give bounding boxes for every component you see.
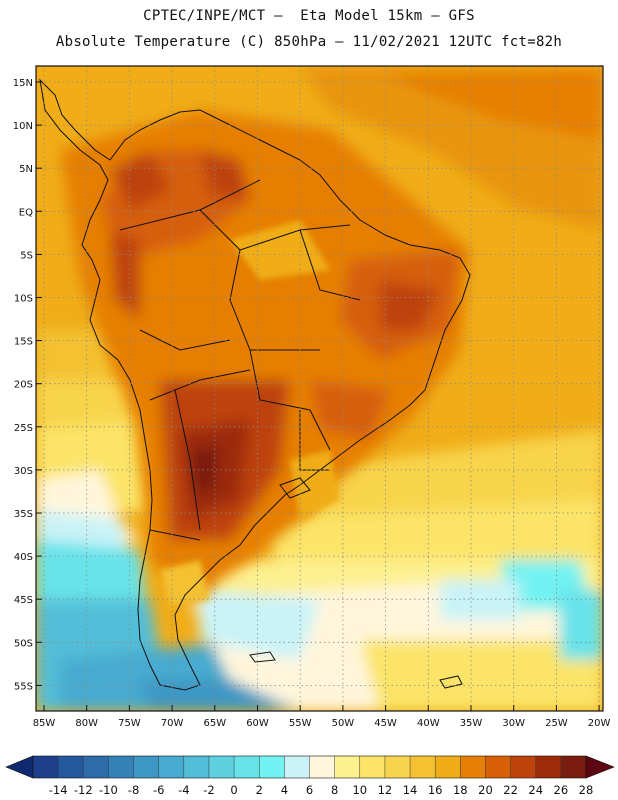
lon-label: 45W xyxy=(374,718,397,729)
colorbar-tick-label: -10 xyxy=(99,783,118,797)
colorbar-tick-label: 6 xyxy=(306,783,313,797)
colorbar-swatch xyxy=(435,756,461,778)
longitude-labels: 85W 80W 75W 70W 65W 60W 55W 50W 45W 40W 35W 30W 25W 2… xyxy=(33,705,611,729)
colorbar-swatch xyxy=(309,756,335,778)
colorbar-swatch xyxy=(384,756,411,778)
lat-lon-grid xyxy=(36,66,603,711)
colorbar-tick-label: 4 xyxy=(281,783,288,797)
lon-label: 20W xyxy=(588,718,611,729)
lat-label: 55S xyxy=(14,681,33,692)
colorbar-tick-label: -8 xyxy=(128,783,139,797)
colorbar-low-arrow xyxy=(5,755,34,779)
lat-label: 50S xyxy=(14,638,33,649)
colorbar-tick-label: -2 xyxy=(203,783,214,797)
lat-label: EQ xyxy=(19,207,33,218)
lon-label: 70W xyxy=(161,718,184,729)
lon-label: 25W xyxy=(545,718,568,729)
map-title-variable: Absolute Temperature (C) 850hPa – 11/02/… xyxy=(55,34,563,50)
lon-label: 35W xyxy=(460,718,483,729)
lat-label: 25S xyxy=(14,423,33,434)
colorbar-swatch xyxy=(359,756,386,778)
lat-label: 20S xyxy=(14,380,33,391)
lat-label: 40S xyxy=(14,552,33,563)
colorbar-tick-label: 10 xyxy=(352,783,367,797)
lat-label: 10S xyxy=(14,294,33,305)
lat-label: 15S xyxy=(14,337,33,348)
colorbar-swatch xyxy=(108,756,134,778)
colorbar-swatch xyxy=(510,756,537,778)
colorbar-tick-label: 14 xyxy=(403,783,418,797)
lon-label: 65W xyxy=(203,718,226,729)
lon-label: 40W xyxy=(417,718,440,729)
colorbar-tick-label: 0 xyxy=(230,783,237,797)
colorbar-swatch xyxy=(83,756,109,778)
lon-label: 55W xyxy=(289,718,312,729)
colorbar-tick-label: 20 xyxy=(478,783,493,797)
colorbar-tick-label: 28 xyxy=(579,783,594,797)
colorbar-swatch xyxy=(284,756,310,778)
lon-label: 60W xyxy=(246,718,269,729)
lat-label: 5S xyxy=(20,250,33,261)
coastlines-borders xyxy=(39,78,471,691)
colorbar-tick-label: 22 xyxy=(503,783,518,797)
colorbar-swatch xyxy=(535,756,562,778)
lat-label: 5N xyxy=(19,164,33,175)
lat-label: 15N xyxy=(13,78,33,89)
colorbar-swatch xyxy=(334,756,361,778)
colorbar-tick-label: 24 xyxy=(528,783,543,797)
colorbar-tick-label: 8 xyxy=(331,783,338,797)
colorbar-swatch xyxy=(158,756,185,778)
lon-label: 85W xyxy=(33,718,56,729)
colorbar-swatch xyxy=(485,756,511,778)
lat-label: 45S xyxy=(14,595,33,606)
colorbar-swatch xyxy=(183,756,210,778)
lat-label: 10N xyxy=(13,121,33,132)
colorbar-swatch xyxy=(259,756,285,778)
colorbar-tick-label: 12 xyxy=(378,783,393,797)
colorbar-tick-label: 2 xyxy=(256,783,263,797)
lon-label: 30W xyxy=(502,718,525,729)
lat-label: 30S xyxy=(14,466,33,477)
map-title-model: CPTEC/INPE/MCT – Eta Model 15km – GFS xyxy=(143,8,475,24)
colorbar-tick-label: -4 xyxy=(178,783,189,797)
latitude-labels: 15N 10N 5N EQ 5S 10S 15S 20S 25S 30S 35S 40S 45S 50S 5… xyxy=(13,78,42,692)
lat-label: 35S xyxy=(14,509,33,520)
map-frame xyxy=(35,65,604,712)
colorbar-swatch xyxy=(133,756,159,778)
colorbar-swatch xyxy=(234,756,260,778)
lon-label: 75W xyxy=(118,718,141,729)
lon-label: 50W xyxy=(332,718,355,729)
colorbar-high-arrow xyxy=(585,755,615,779)
colorbar-swatch xyxy=(33,756,59,778)
colorbar-swatch xyxy=(410,756,436,778)
colorbar-swatch xyxy=(208,756,235,778)
colorbar-swatch xyxy=(560,756,587,778)
colorbar-swatch xyxy=(58,756,84,778)
colorbar-swatch xyxy=(460,756,486,778)
colorbar-tick-label: 26 xyxy=(554,783,569,797)
colorbar-tick-label: 16 xyxy=(428,783,443,797)
colorbar: -14 -12 -10 -8 -6 -4 -2 0 2 4 6 8 10 12 14 16 18 20 22 24 26… xyxy=(5,755,615,797)
colorbar-tick-label: -6 xyxy=(153,783,164,797)
colorbar-tick-label: 18 xyxy=(453,783,468,797)
temperature-field xyxy=(36,66,603,711)
colorbar-tick-label: -12 xyxy=(74,783,93,797)
lon-label: 80W xyxy=(75,718,98,729)
colorbar-tick-label: -14 xyxy=(49,783,68,797)
